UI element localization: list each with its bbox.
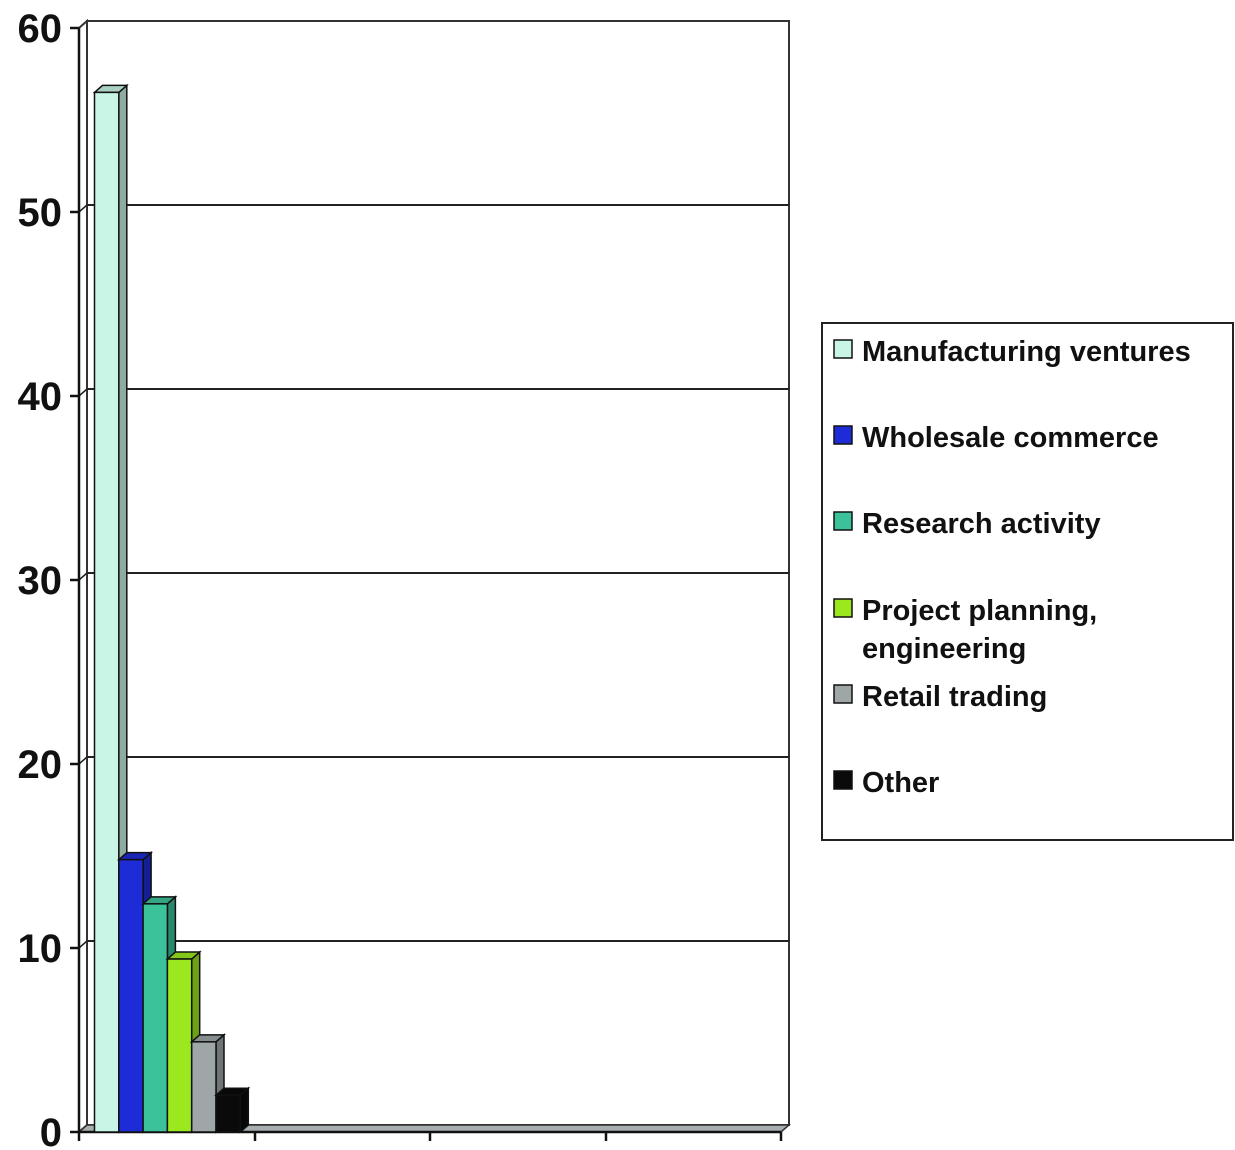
gridline-side: [78, 572, 88, 581]
legend-item: Research activity: [833, 508, 1101, 540]
bar-other: [214, 1086, 251, 1134]
legend-label: Project planning,: [862, 595, 1097, 627]
x-axis-ticks: [77, 1132, 783, 1141]
legend-label: Manufacturing ventures: [862, 336, 1191, 368]
gridline-side: [78, 756, 88, 765]
legend-item: Manufacturing ventures: [833, 336, 1191, 368]
gridline-side: [78, 940, 88, 949]
legend-label: Other: [862, 767, 939, 799]
bar-front: [190, 1041, 217, 1133]
legend-item: Retail trading: [833, 681, 1047, 713]
legend-label: Research activity: [862, 508, 1101, 540]
gridline-side: [78, 204, 88, 213]
bars: [92, 83, 251, 1134]
legend-swatch: [833, 511, 853, 531]
bar-front: [93, 91, 120, 1133]
y-tick-label: 40: [18, 375, 63, 419]
bar-front: [215, 1094, 242, 1133]
bar-front: [142, 903, 169, 1133]
gridlines: [78, 204, 789, 949]
legend-swatch: [833, 598, 853, 618]
y-tick-label: 10: [18, 927, 63, 971]
legend-label: Wholesale commerce: [862, 422, 1159, 454]
legend-item: Wholesale commerce: [833, 422, 1159, 454]
bar-front: [166, 958, 193, 1133]
legend-label: Retail trading: [862, 681, 1047, 713]
y-axis: 0 10 20 30 40 50 60: [18, 7, 79, 1150]
legend-item: Other: [833, 767, 939, 799]
legend-item: Project planning, engineering: [833, 595, 1097, 665]
legend-swatch: [833, 339, 853, 359]
y-tick-label: 0: [40, 1111, 62, 1150]
bar-front: [118, 858, 144, 1133]
legend-label: engineering: [862, 633, 1026, 665]
legend-swatch: [833, 425, 853, 445]
legend-swatch: [833, 684, 853, 704]
y-tick-label: 50: [18, 191, 63, 235]
legend-box: [821, 322, 1234, 841]
gridline-side: [78, 388, 88, 397]
legend-swatch: [833, 770, 853, 790]
y-tick-label: 20: [18, 743, 63, 787]
y-tick-label: 30: [18, 559, 63, 603]
legend: Manufacturing ventures Wholesale commerce…: [833, 336, 1191, 799]
y-tick-label: 60: [18, 7, 63, 51]
